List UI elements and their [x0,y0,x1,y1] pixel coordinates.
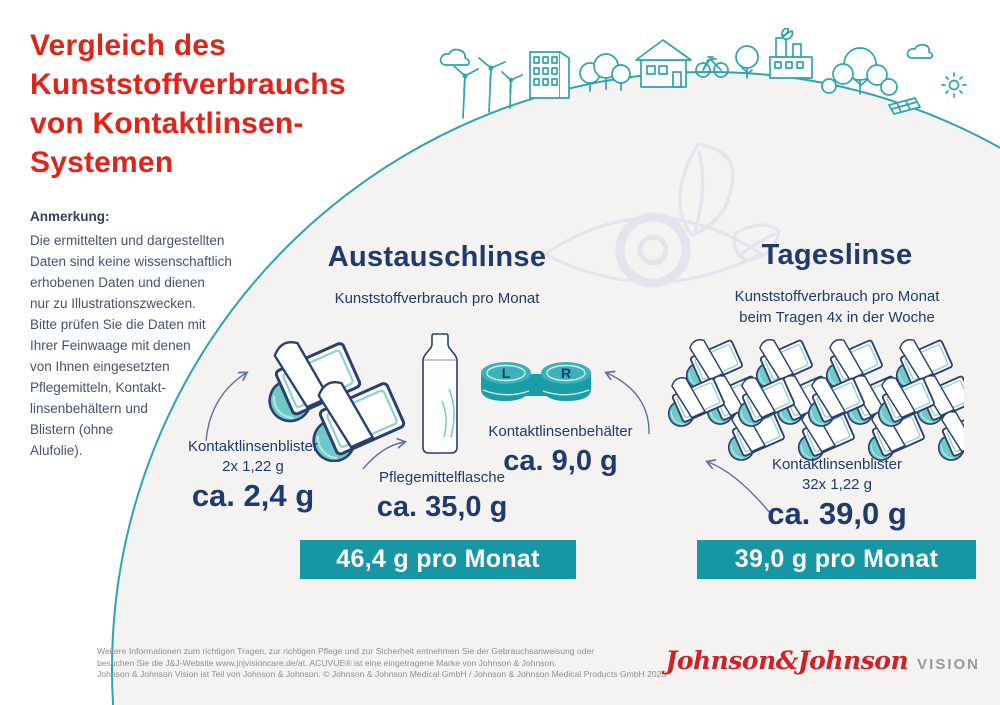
vision-logo-text: VISION [917,656,980,673]
note-heading: Anmerkung: [30,209,110,224]
sun-icon [941,72,967,98]
disclaimer-note: Anmerkung: Die ermittelten und dargestel… [30,206,232,461]
austauschlinse-total-banner: 46,4 g pro Monat [300,540,576,579]
cloud-icon [439,48,470,66]
johnson-and-johnson-vision-logo: Johnson&Johnson VISION [666,646,980,675]
blister-right-label: Kontaktlinsenblister 32x 1,22 g ca. 39,0… [742,455,932,531]
lens-case-weight: ca. 9,0 g [503,445,618,477]
cloud-icon [906,43,933,59]
tageslinse-subtitle: Kunststoffverbrauch pro Monat beim Trage… [734,288,940,326]
tageslinse-total-banner: 39,0 g pro Monat [697,540,976,579]
tageslinse-heading: Tageslinse [761,239,913,271]
austauschlinse-heading: Austauschlinse [327,241,547,273]
factory-with-leaf-icon [769,28,813,79]
blister-right-weight: ca. 39,0 g [767,496,907,531]
austauschlinse-subtitle: Kunststoffverbrauch pro Monat [334,290,540,307]
jnj-logo-script: Johnson&Johnson [665,646,909,675]
blister-left-weight: ca. 2,4 g [191,478,315,513]
lens-case-label: Kontaktlinsenbehälter ca. 9,0 g [468,422,653,478]
page-title: Vergleich des Kunststoffverbrauchs von K… [30,29,346,179]
austauschlinse-heading-block: Austauschlinse Kunststoffverbrauch pro M… [297,241,577,309]
bottle-weight: ca. 35,0 g [376,491,508,523]
bottle-label: Pflegemittelflasche ca. 35,0 g [352,468,532,524]
blister-left-label: Kontaktlinsenblister 2x 1,22 g ca. 2,4 g [158,437,348,513]
legal-footer: Weitere Informationen zum richtigen Trag… [97,646,667,679]
tageslinse-heading-block: Tageslinse Kunststoffverbrauch pro Monat… [692,239,982,328]
